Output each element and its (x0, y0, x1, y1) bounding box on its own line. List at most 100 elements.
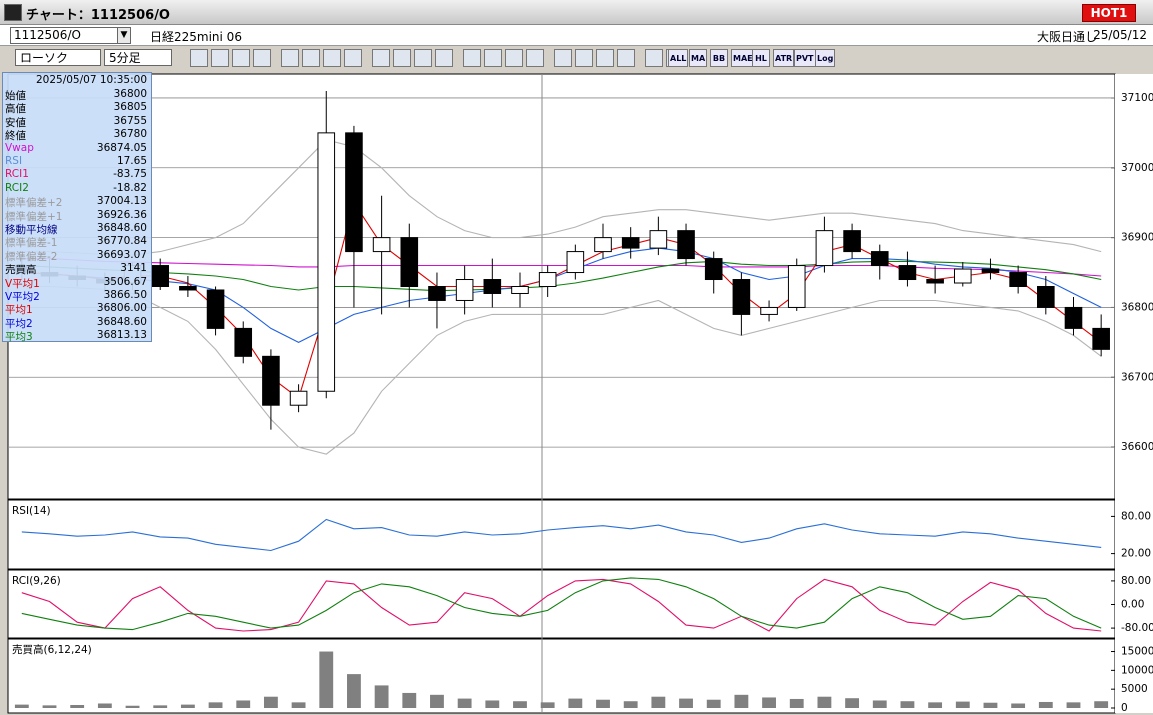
info-value: 36848.60 (96, 315, 147, 328)
volume-bar (596, 699, 610, 708)
info-value: 36806.00 (96, 302, 147, 315)
info-label: Vwap (5, 141, 34, 154)
info-label: RSI (5, 155, 23, 167)
chart-style-select[interactable]: ローソク (15, 49, 101, 66)
volume-bar (125, 705, 140, 708)
info-value: 3141 (120, 262, 147, 275)
volume-bar (1066, 702, 1081, 708)
candle-body (428, 286, 446, 301)
tool-icon[interactable] (526, 49, 544, 67)
info-value: 36800 (113, 88, 147, 100)
volume-bar (402, 692, 417, 708)
candle-body (206, 289, 225, 329)
tool-button[interactable]: BB (710, 49, 728, 67)
tool-icon[interactable] (211, 49, 229, 67)
tool-icon[interactable] (575, 49, 593, 67)
volume-bar (485, 700, 500, 708)
volume-bar (679, 698, 693, 708)
info-label: 平均3 (5, 331, 33, 344)
volume-bar (319, 651, 334, 708)
tool-icon[interactable] (323, 49, 341, 67)
candle-body (953, 268, 972, 284)
tool-icon[interactable] (414, 49, 432, 67)
panel (7, 73, 1116, 500)
candle-body (677, 230, 695, 260)
y-tick-label: 15000 (1121, 646, 1153, 658)
tool-button[interactable]: ALL (668, 49, 689, 67)
candle-body (732, 279, 751, 315)
info-label: 終値 (5, 130, 26, 143)
tool-icon[interactable] (372, 49, 390, 67)
tool-icon[interactable] (435, 49, 453, 67)
volume-bar (347, 674, 361, 708)
y-tick-label: 20.00 (1121, 548, 1151, 560)
tool-button[interactable]: ATR (773, 49, 795, 67)
tool-icon[interactable] (253, 49, 271, 67)
volume-bar (374, 685, 389, 708)
candle-body (594, 237, 612, 253)
candle-body (1064, 306, 1083, 329)
candle-body (649, 230, 668, 249)
info-panel: 2025/05/07 10:35:00 始値 36800 高値 36805 安値 3675… (2, 72, 152, 344)
candle-body (1037, 286, 1055, 308)
tool-icon[interactable] (617, 49, 635, 67)
series-line (21, 578, 1102, 632)
candle-body (787, 265, 806, 308)
tool-icon[interactable] (302, 49, 320, 67)
chart: 36600 36700 36800 36900 37000 37100 20.00 80.00… (7, 73, 1153, 714)
volume-bar (928, 702, 943, 708)
info-value: 36813.13 (96, 329, 147, 342)
candle-body (262, 355, 280, 406)
candle-body (1009, 272, 1027, 288)
volume-bar (180, 704, 195, 708)
panel (7, 569, 1116, 639)
tool-button[interactable]: Log (815, 49, 836, 67)
candle-body (511, 286, 529, 294)
title-bar: チャート：1112506/O HOT1 (0, 0, 1153, 25)
axis-area (1115, 74, 1153, 713)
panel (7, 638, 1116, 714)
tool-icon[interactable] (596, 49, 614, 67)
code-input[interactable]: 1112506/O (10, 27, 119, 44)
candle-body (234, 327, 253, 357)
volume-bar (70, 704, 85, 708)
y-tick-label: 37000 (1121, 162, 1153, 174)
info-value: 36755 (113, 114, 147, 127)
code-dropdown[interactable]: ▼ (117, 27, 131, 44)
volume-bar (430, 694, 444, 708)
tool-icon[interactable] (463, 49, 481, 67)
info-value: 36805 (113, 101, 147, 114)
tool-icon[interactable] (505, 49, 523, 67)
tool-icon[interactable] (393, 49, 411, 67)
tool-button[interactable]: PVT (794, 49, 816, 67)
instrument: 日経225mini 06 (150, 30, 242, 44)
hot-button[interactable]: HOT1 (1082, 4, 1136, 22)
volume-bar (789, 698, 804, 708)
tool-button[interactable]: MA (689, 49, 708, 67)
candle-body (372, 237, 391, 253)
candle-body (455, 279, 474, 301)
tool-icon[interactable] (232, 49, 250, 67)
volume-bar (568, 698, 583, 708)
volume-bar (153, 705, 168, 708)
info-label: 標準偏差+1 (5, 210, 63, 223)
candle-body (898, 265, 917, 281)
tool-icon[interactable] (190, 49, 208, 67)
y-tick-label: 80.00 (1121, 575, 1151, 587)
tool-icon[interactable] (281, 49, 299, 67)
series-line (21, 247, 1102, 344)
interval-select[interactable]: 5分足 (104, 49, 172, 66)
y-tick-label: 37100 (1121, 92, 1153, 104)
tool-button[interactable]: HL (752, 49, 770, 67)
info-label: 平均2 (5, 317, 33, 330)
y-tick-label: 0.00 (1121, 599, 1144, 611)
candle-body (400, 237, 419, 288)
tool-icon[interactable] (554, 49, 572, 67)
tool-icon[interactable] (344, 49, 362, 67)
tool-icon[interactable] (645, 49, 663, 67)
volume-bar (1038, 701, 1053, 708)
series-line (21, 518, 1102, 552)
y-tick-label: 36700 (1121, 371, 1153, 383)
tool-icon[interactable] (484, 49, 502, 67)
info-value: 36780 (113, 128, 147, 141)
